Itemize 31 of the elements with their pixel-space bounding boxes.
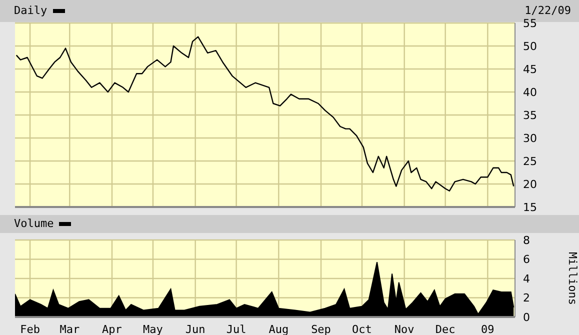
x-tick-label: Apr (102, 322, 122, 335)
y-tick-label: 35 (523, 108, 537, 122)
y-tick-label: 8 (523, 234, 530, 247)
x-tick-label: Feb (20, 322, 40, 335)
y-axis-title: Millions (566, 252, 579, 305)
chart-title: Daily (14, 4, 48, 18)
x-tick-label: Dec (435, 322, 456, 335)
x-tick-label: Oct (352, 322, 372, 335)
line-series (16, 36, 514, 192)
y-tick-label: 50 (523, 40, 537, 53)
y-tick-label: 15 (523, 200, 537, 214)
text: 1/22/09 (524, 4, 571, 18)
x-tick-label: Jul (226, 322, 246, 335)
y-tick-label: 6 (523, 253, 530, 266)
x-tick-label: Jun (185, 322, 206, 335)
y-tick-label: 55 (523, 16, 537, 30)
y-tick-label: 30 (523, 132, 537, 145)
y-tick-label: 0 (523, 310, 530, 324)
x-tick-label: Aug (268, 322, 289, 335)
y-tick-label: 4 (523, 272, 530, 286)
x-tick-label: Nov (394, 322, 415, 335)
y-tick-label: 45 (523, 62, 537, 76)
y-tick-label: 25 (523, 154, 537, 168)
x-tick-label: Mar (60, 322, 80, 335)
y-tick-label: 20 (523, 178, 537, 191)
y-tick-label: 40 (523, 86, 537, 99)
x-tick-label: Sep (311, 322, 331, 335)
chart-title: Volume (14, 217, 54, 231)
x-tick-label: 09 (481, 322, 494, 335)
y-tick-label: 2 (523, 292, 530, 305)
x-tick-label: May (143, 322, 164, 335)
